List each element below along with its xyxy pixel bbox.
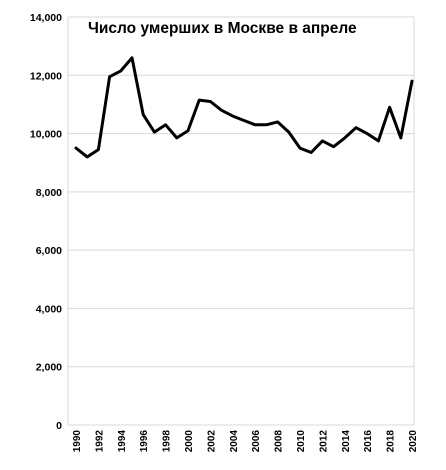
x-tick-label: 2004 <box>229 430 240 453</box>
y-tick-label: 10,000 <box>30 129 62 141</box>
x-tick-label: 1996 <box>139 430 150 453</box>
x-tick-label: 2010 <box>296 430 307 453</box>
x-tick-label: 1998 <box>162 430 173 453</box>
y-tick-label: 14,000 <box>30 12 62 24</box>
y-tick-label: 4,000 <box>36 303 62 315</box>
x-tick-label: 2006 <box>251 430 262 453</box>
y-tick-label: 8,000 <box>36 187 62 199</box>
y-tick-label: 12,000 <box>30 70 62 82</box>
x-tick-label: 2002 <box>206 430 217 453</box>
y-tick-label: 2,000 <box>36 362 62 374</box>
x-tick-label: 1994 <box>117 430 128 453</box>
gridlines <box>67 16 415 426</box>
x-tick-label: 2000 <box>184 430 195 453</box>
x-tick-label: 2018 <box>386 430 397 453</box>
x-tick-label: 2008 <box>274 430 285 453</box>
x-tick-label: 2012 <box>318 430 329 453</box>
y-axis: 0 2,000 4,000 6,000 8,000 10,000 12,000 14,000 <box>30 12 62 432</box>
x-tick-label: 1992 <box>94 430 105 453</box>
y-tick-label: 0 <box>56 420 62 432</box>
x-axis: 1990 1992 1994 1996 1998 2000 2002 2004 2006 2008… <box>72 430 419 453</box>
series-line <box>74 56 414 159</box>
x-tick-label: 2020 <box>408 430 419 453</box>
x-tick-label: 1990 <box>72 430 83 453</box>
chart-title: Число умерших в Москве в апреле <box>88 20 357 37</box>
y-tick-label: 6,000 <box>36 245 62 257</box>
x-tick-label: 2016 <box>363 430 374 453</box>
x-tick-label: 2014 <box>341 430 352 453</box>
